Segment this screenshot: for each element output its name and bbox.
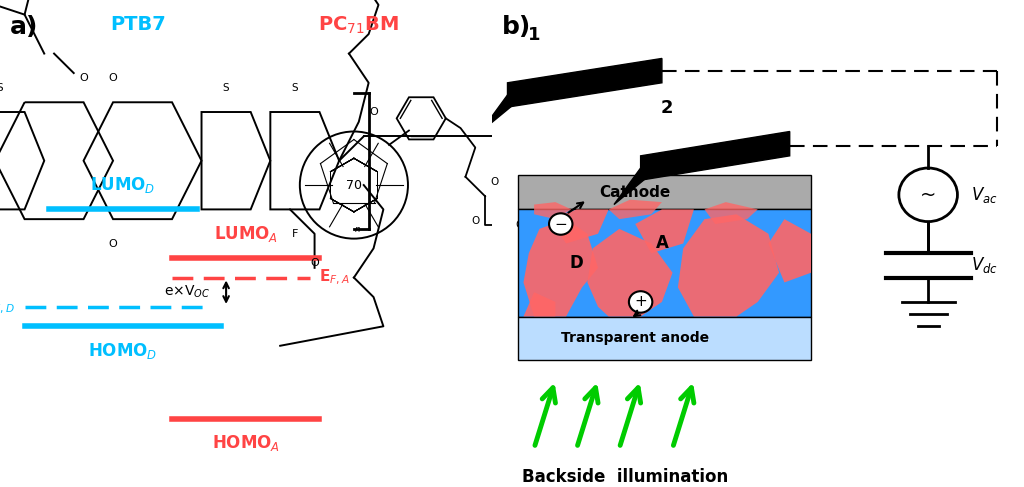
Text: Transparent anode: Transparent anode <box>561 332 710 345</box>
Polygon shape <box>535 202 571 219</box>
FancyBboxPatch shape <box>518 209 811 317</box>
Polygon shape <box>523 219 598 317</box>
Polygon shape <box>614 161 668 205</box>
Text: Backside  illumination: Backside illumination <box>521 468 728 486</box>
Polygon shape <box>481 88 535 131</box>
Polygon shape <box>523 292 555 317</box>
Text: 70: 70 <box>346 179 361 191</box>
Text: $_n$: $_n$ <box>354 223 361 235</box>
Text: HOMO$_A$: HOMO$_A$ <box>212 433 280 453</box>
Text: Cathode: Cathode <box>600 185 671 200</box>
Circle shape <box>549 213 572 235</box>
Text: D: D <box>569 254 584 272</box>
Text: b): b) <box>502 15 531 38</box>
Polygon shape <box>588 229 673 317</box>
Text: E$_{F,A}$: E$_{F,A}$ <box>319 268 350 287</box>
Polygon shape <box>635 209 694 253</box>
Text: PTB7: PTB7 <box>110 15 166 34</box>
Text: O: O <box>490 177 499 187</box>
FancyBboxPatch shape <box>518 175 811 209</box>
Text: 2: 2 <box>660 99 674 117</box>
Text: S: S <box>223 82 229 93</box>
Polygon shape <box>508 58 662 107</box>
FancyBboxPatch shape <box>518 317 811 360</box>
Text: LUMO$_A$: LUMO$_A$ <box>214 224 278 244</box>
Text: a): a) <box>10 15 38 38</box>
Polygon shape <box>678 214 779 317</box>
Polygon shape <box>608 200 662 219</box>
Text: O: O <box>370 107 378 117</box>
Text: O: O <box>310 258 318 268</box>
Text: F: F <box>292 229 298 239</box>
Polygon shape <box>768 219 811 282</box>
Text: V$_{dc}$: V$_{dc}$ <box>971 255 998 276</box>
Text: O: O <box>79 73 88 83</box>
Circle shape <box>629 291 652 313</box>
Text: PC$_{71}$BM: PC$_{71}$BM <box>318 15 399 36</box>
Text: OCH$_3$: OCH$_3$ <box>515 219 544 232</box>
Text: +: + <box>634 295 647 309</box>
Text: 1: 1 <box>527 26 541 44</box>
Text: ~: ~ <box>920 185 936 205</box>
Text: S: S <box>292 82 298 93</box>
Polygon shape <box>705 202 758 224</box>
Text: A: A <box>655 235 669 252</box>
Circle shape <box>899 168 957 222</box>
Text: O: O <box>471 216 479 226</box>
Text: LUMO$_D$: LUMO$_D$ <box>90 175 156 195</box>
Text: O: O <box>109 239 118 249</box>
Text: e×V$_{OC}$: e×V$_{OC}$ <box>164 284 210 300</box>
Text: E$_{F,D}$: E$_{F,D}$ <box>0 297 14 317</box>
Text: −: − <box>554 217 567 231</box>
Polygon shape <box>550 209 608 244</box>
Text: HOMO$_D$: HOMO$_D$ <box>88 341 158 361</box>
Text: O: O <box>109 73 118 83</box>
Text: V$_{ac}$: V$_{ac}$ <box>971 185 997 205</box>
Polygon shape <box>641 131 790 180</box>
Text: S: S <box>0 82 3 93</box>
